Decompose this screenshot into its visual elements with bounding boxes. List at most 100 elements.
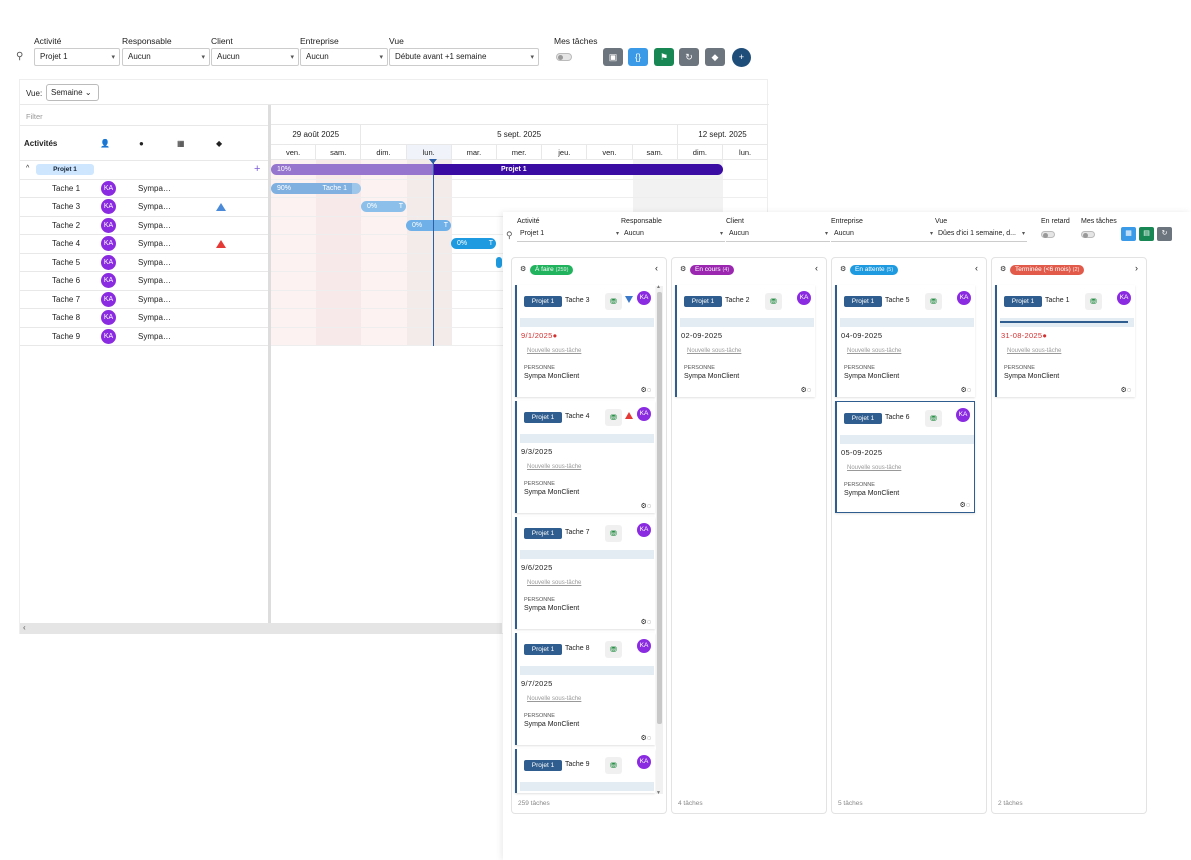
- avatar[interactable]: KA: [637, 523, 651, 537]
- task-card[interactable]: Projet 1 Tache 7 ⛃ KA 9/6/2025 Nouvelle sous-…: [515, 517, 655, 629]
- project-bar[interactable]: 10% Projet 1: [271, 164, 723, 175]
- filter-vue-select[interactable]: Débute avant +1 semaine ▾: [389, 48, 539, 66]
- task-row[interactable]: Tache 6 KA Sympa…: [20, 272, 268, 291]
- chevron-up-icon[interactable]: ▲: [656, 284, 661, 290]
- sheet-icon[interactable]: ▤: [1139, 227, 1154, 241]
- kb-filter-entreprise-select[interactable]: Aucun ▾: [831, 228, 935, 242]
- comment-icon[interactable]: ◌: [646, 503, 651, 510]
- gear-icon[interactable]: ⚙: [640, 503, 647, 510]
- user-badge-icon[interactable]: 👤: [100, 139, 110, 148]
- gear-icon[interactable]: ⚙: [640, 387, 647, 394]
- comment-icon[interactable]: ◌: [646, 387, 651, 394]
- person-icon[interactable]: ●: [139, 139, 144, 148]
- chevron-left-icon[interactable]: ‹: [975, 263, 978, 273]
- task-card[interactable]: Projet 1 Tache 9 ⛃ KA: [515, 749, 655, 793]
- filter-activite-select[interactable]: Projet 1 ▾: [34, 48, 120, 66]
- avatar[interactable]: KA: [1117, 291, 1131, 305]
- new-subtask-link[interactable]: Nouvelle sous-tâche: [847, 348, 902, 354]
- column-scrollbar[interactable]: ▲ ▼: [656, 284, 663, 796]
- gear-icon[interactable]: ⚙: [1120, 387, 1127, 394]
- scroll-thumb[interactable]: [657, 292, 662, 724]
- avatar[interactable]: KA: [101, 217, 116, 233]
- gear-icon[interactable]: ⚙: [840, 266, 847, 273]
- project-tag-button[interactable]: Projet 1: [844, 296, 882, 307]
- chevron-down-icon[interactable]: ▼: [656, 790, 661, 796]
- task-card[interactable]: Projet 1 Tache 8 ⛃ KA 9/7/2025 Nouvelle sous-…: [515, 633, 655, 745]
- sheet-icon[interactable]: ⛃: [605, 525, 622, 542]
- task-bar[interactable]: [496, 256, 502, 268]
- task-row[interactable]: Tache 1 KA Sympa…: [20, 180, 268, 198]
- gear-icon[interactable]: ⚙: [640, 619, 647, 626]
- project-tag-button[interactable]: Projet 1: [524, 644, 562, 655]
- gear-icon[interactable]: ⚙: [960, 387, 967, 394]
- kb-filter-activite-select[interactable]: Projet 1 ▾: [517, 228, 621, 242]
- project-row[interactable]: ^ Projet 1 +: [20, 161, 268, 180]
- new-subtask-link[interactable]: Nouvelle sous-tâche: [687, 348, 742, 354]
- project-tag-button[interactable]: Projet 1: [1004, 296, 1042, 307]
- avatar[interactable]: KA: [637, 291, 651, 305]
- avatar[interactable]: KA: [101, 236, 116, 251]
- task-card[interactable]: Projet 1 Tache 1 ⛃ KA 31-08-2025● Nouvelle so…: [995, 285, 1135, 397]
- comment-icon[interactable]: ◌: [646, 619, 651, 626]
- sheet-icon[interactable]: ⛃: [605, 293, 622, 310]
- refresh-icon[interactable]: ↻: [679, 48, 699, 66]
- project-tag-button[interactable]: Projet 1: [524, 528, 562, 539]
- task-bar[interactable]: 0% T: [451, 238, 496, 249]
- sheet-icon[interactable]: ⛃: [605, 757, 622, 774]
- plus-circle-icon[interactable]: +: [732, 48, 751, 67]
- avatar[interactable]: KA: [101, 199, 116, 214]
- sheet-icon[interactable]: ⛃: [1085, 293, 1102, 310]
- chevron-left-icon[interactable]: ‹: [655, 263, 658, 273]
- sheet-icon[interactable]: ⛃: [925, 410, 942, 427]
- chevron-left-icon[interactable]: ‹: [815, 263, 818, 273]
- task-row[interactable]: Tache 4 KA Sympa…: [20, 235, 268, 254]
- task-card[interactable]: Projet 1 Tache 5 ⛃ KA 04-09-2025 Nouvelle sou…: [835, 285, 975, 397]
- search-icon[interactable]: ⚲: [506, 230, 513, 240]
- task-row[interactable]: Tache 3 KA Sympa…: [20, 198, 268, 217]
- mes-taches-toggle[interactable]: [556, 53, 572, 61]
- flag-icon[interactable]: ⚑: [654, 48, 674, 66]
- new-subtask-link[interactable]: Nouvelle sous-tâche: [847, 465, 902, 471]
- chevron-left-icon[interactable]: ‹: [23, 623, 26, 632]
- project-tag-button[interactable]: Projet 1: [524, 760, 562, 771]
- project-tag-button[interactable]: Projet 1: [844, 413, 882, 424]
- task-row[interactable]: Tache 9 KA Sympa…: [20, 328, 268, 346]
- gear-icon[interactable]: ⚙: [680, 266, 687, 273]
- calendar-icon[interactable]: ▣: [603, 48, 623, 66]
- new-subtask-link[interactable]: Nouvelle sous-tâche: [527, 348, 582, 354]
- avatar[interactable]: KA: [101, 254, 116, 270]
- filter-responsable-select[interactable]: Aucun ▾: [122, 48, 210, 66]
- project-tag-button[interactable]: Projet 1: [524, 296, 562, 307]
- kb-filter-responsable-select[interactable]: Aucun ▾: [621, 228, 725, 242]
- comment-icon[interactable]: ◌: [965, 502, 970, 509]
- comment-icon[interactable]: ◌: [806, 387, 811, 394]
- task-row[interactable]: Tache 2 KA Sympa…: [20, 217, 268, 235]
- gear-icon[interactable]: ⚙: [640, 735, 647, 742]
- kb-mes-taches-toggle[interactable]: [1081, 231, 1095, 238]
- comment-icon[interactable]: ◌: [1126, 387, 1131, 394]
- task-card[interactable]: Projet 1 Tache 2 ⛃ KA 02-09-2025 Nouvelle sou…: [675, 285, 815, 397]
- braces-icon[interactable]: {}: [628, 48, 648, 66]
- priority-icon[interactable]: ◆: [216, 139, 223, 148]
- building-icon[interactable]: ▦: [177, 139, 185, 148]
- kb-en-retard-toggle[interactable]: [1041, 231, 1055, 238]
- sheet-icon[interactable]: ⛃: [605, 409, 622, 426]
- calendar-icon[interactable]: ▦: [1121, 227, 1136, 241]
- task-row[interactable]: Tache 8 KA Sympa…: [20, 309, 268, 328]
- new-subtask-link[interactable]: Nouvelle sous-tâche: [1007, 348, 1062, 354]
- comment-icon[interactable]: ◌: [966, 387, 971, 394]
- gear-icon[interactable]: ⚙: [1000, 266, 1007, 273]
- gantt-splitter[interactable]: [268, 105, 271, 623]
- add-task-icon[interactable]: +: [254, 163, 261, 175]
- chevron-up-icon[interactable]: ^: [26, 165, 30, 172]
- kb-filter-client-select[interactable]: Aucun ▾: [726, 228, 830, 242]
- comment-icon[interactable]: ◌: [646, 735, 651, 742]
- search-icon[interactable]: ⚲: [16, 51, 24, 62]
- task-card[interactable]: Projet 1 Tache 6 ⛃ KA 05-09-2025 Nouvelle sou…: [835, 401, 975, 513]
- sheet-icon[interactable]: ⛃: [765, 293, 782, 310]
- filter-client-select[interactable]: Aucun ▾: [211, 48, 299, 66]
- kb-filter-vue-select[interactable]: Dûes d'ici 1 semaine, d... ▾: [935, 228, 1027, 242]
- task-card[interactable]: Projet 1 Tache 4 ⛃ KA 9/3/2025 Nouvelle sous-…: [515, 401, 655, 513]
- project-tag-button[interactable]: Projet 1: [684, 296, 722, 307]
- task-bar[interactable]: 0% T: [406, 219, 451, 231]
